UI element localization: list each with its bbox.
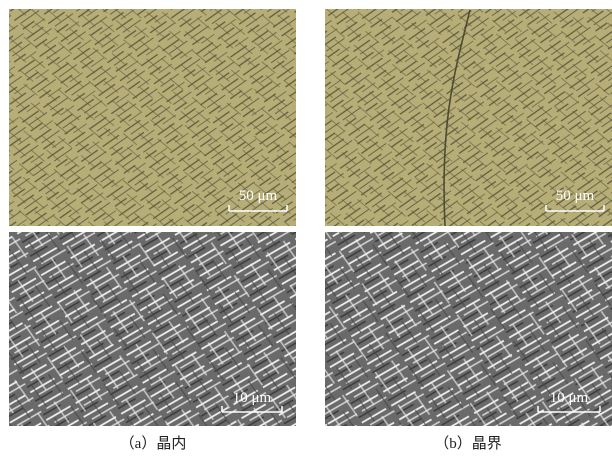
panel-b: 50 μm 10 μm （b）晶界 [325,9,612,452]
caption: （b）晶界 [434,435,502,452]
figure: 50 μm 10 μm （a）晶内 50 μm 10 [0,0,612,456]
caption: （a）晶内 [120,435,187,452]
scale-label: 50 μm [239,188,278,204]
scale-label: 10 μm [233,390,272,406]
panel-a: 50 μm 10 μm （a）晶内 [9,9,296,452]
scale-label: 50 μm [556,188,595,204]
sem-micrograph: 10 μm [325,232,612,426]
sem-micrograph: 10 μm [9,232,296,426]
scale-label: 10 μm [550,390,589,406]
optical-micrograph: 50 μm [325,9,612,226]
optical-micrograph: 50 μm [9,9,296,226]
